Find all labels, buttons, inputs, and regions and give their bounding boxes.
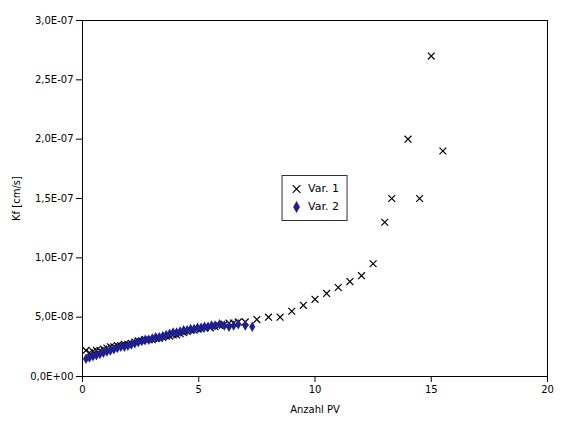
svg-text:2,0E-07: 2,0E-07 [35, 133, 74, 144]
svg-text:1,5E-07: 1,5E-07 [35, 193, 74, 204]
svg-text:1,0E-07: 1,0E-07 [35, 252, 74, 263]
svg-text:20: 20 [541, 384, 554, 395]
svg-text:2,5E-07: 2,5E-07 [35, 74, 74, 85]
svg-text:5: 5 [196, 384, 202, 395]
svg-text:15: 15 [425, 384, 438, 395]
html-text:Var. 1: Var. 1 [308, 182, 339, 195]
svg-text:Anzahl PV: Anzahl PV [290, 404, 340, 415]
svg-text:5,0E-08: 5,0E-08 [35, 311, 74, 322]
html-text:Var. 2: Var. 2 [308, 200, 339, 213]
svg-text:0,0E+00: 0,0E+00 [30, 371, 73, 382]
svg-text:Kf [cm/s]: Kf [cm/s] [11, 176, 22, 221]
svg-text:10: 10 [309, 384, 322, 395]
svg-text:0: 0 [79, 384, 85, 395]
svg-text:3,0E-07: 3,0E-07 [35, 15, 74, 26]
